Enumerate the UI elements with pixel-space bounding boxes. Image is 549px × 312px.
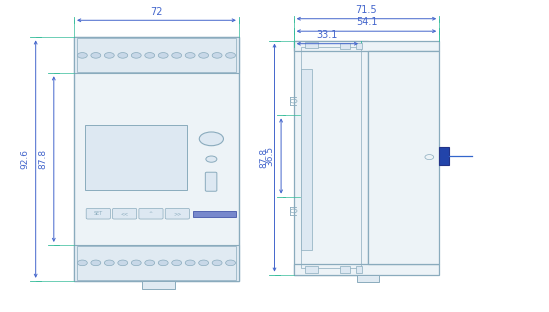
Circle shape — [172, 52, 182, 58]
FancyBboxPatch shape — [86, 208, 110, 219]
Circle shape — [104, 260, 114, 266]
Circle shape — [158, 260, 168, 266]
Text: 72: 72 — [150, 7, 163, 17]
Bar — [142, 281, 175, 289]
Bar — [301, 47, 361, 268]
Bar — [368, 51, 439, 264]
Bar — [439, 147, 449, 165]
Circle shape — [185, 52, 195, 58]
FancyBboxPatch shape — [113, 208, 137, 219]
Circle shape — [118, 52, 128, 58]
Text: SET: SET — [94, 211, 103, 216]
Bar — [74, 245, 239, 281]
Bar — [305, 266, 318, 273]
Text: ^: ^ — [149, 211, 153, 216]
Bar — [294, 264, 439, 275]
Circle shape — [77, 260, 87, 266]
Circle shape — [158, 52, 168, 58]
Bar — [74, 37, 239, 73]
Text: >>: >> — [173, 211, 182, 216]
Bar — [77, 38, 236, 72]
Circle shape — [118, 260, 128, 266]
Circle shape — [131, 260, 141, 266]
Circle shape — [199, 132, 223, 146]
Text: 33.1: 33.1 — [317, 30, 338, 40]
Text: 36.5: 36.5 — [266, 146, 274, 166]
Bar — [74, 37, 239, 281]
Circle shape — [199, 52, 209, 58]
Bar — [357, 275, 379, 282]
Circle shape — [131, 52, 141, 58]
Circle shape — [212, 260, 222, 266]
Bar — [294, 41, 368, 275]
Text: 87.8: 87.8 — [259, 148, 268, 168]
FancyBboxPatch shape — [139, 208, 163, 219]
Circle shape — [226, 52, 236, 58]
Circle shape — [212, 52, 222, 58]
Bar — [301, 69, 312, 250]
Text: <<: << — [120, 211, 129, 216]
Bar — [77, 246, 236, 280]
Text: 92.6: 92.6 — [20, 149, 29, 169]
Bar — [340, 43, 350, 49]
Bar — [193, 211, 236, 217]
Bar — [294, 41, 439, 51]
Circle shape — [226, 260, 236, 266]
Text: 71.5: 71.5 — [356, 5, 377, 15]
Circle shape — [104, 52, 114, 58]
Circle shape — [145, 260, 155, 266]
Circle shape — [145, 52, 155, 58]
Text: 87.8: 87.8 — [38, 149, 47, 169]
Bar — [305, 42, 318, 48]
Circle shape — [172, 260, 182, 266]
Circle shape — [77, 52, 87, 58]
Bar — [340, 266, 350, 273]
Circle shape — [91, 52, 101, 58]
Bar — [356, 266, 362, 273]
Circle shape — [199, 260, 209, 266]
Circle shape — [91, 260, 101, 266]
Text: 54.1: 54.1 — [356, 17, 377, 27]
FancyBboxPatch shape — [165, 208, 189, 219]
Bar — [85, 125, 187, 190]
Circle shape — [206, 156, 217, 162]
FancyBboxPatch shape — [205, 172, 217, 191]
Bar — [356, 43, 362, 49]
Circle shape — [185, 260, 195, 266]
